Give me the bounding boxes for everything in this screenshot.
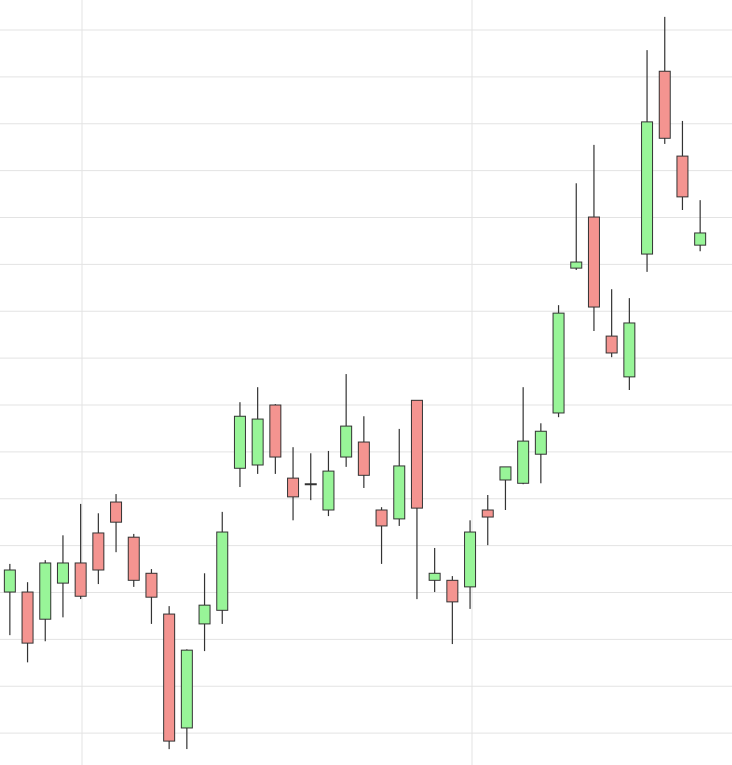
candle-body bbox=[287, 477, 300, 498]
candle-body bbox=[145, 572, 158, 598]
candle-body bbox=[340, 425, 353, 458]
candle-body bbox=[322, 470, 335, 511]
candle-body bbox=[21, 591, 34, 644]
candle-body bbox=[110, 501, 123, 523]
candle-body bbox=[658, 70, 671, 139]
candle-body bbox=[534, 430, 547, 455]
candle-body bbox=[92, 532, 105, 571]
candle-body bbox=[251, 418, 264, 466]
candle-body bbox=[393, 465, 406, 520]
candle-body bbox=[74, 562, 87, 597]
candle-body bbox=[481, 509, 494, 518]
candle-body bbox=[464, 531, 477, 588]
candle-body bbox=[304, 483, 317, 486]
candle-body bbox=[127, 536, 140, 581]
candle-body bbox=[56, 562, 69, 584]
candle-body bbox=[180, 649, 193, 729]
candle-body bbox=[375, 509, 388, 527]
candle-body bbox=[552, 312, 565, 414]
candle-body bbox=[216, 531, 229, 611]
candle-body bbox=[428, 572, 441, 581]
candle-body bbox=[517, 440, 530, 484]
candle-body bbox=[676, 155, 689, 198]
candle-body bbox=[587, 216, 600, 308]
candle-body bbox=[605, 335, 618, 354]
candle-body bbox=[3, 569, 16, 593]
candle-body bbox=[570, 261, 583, 269]
candle-body bbox=[623, 322, 636, 378]
candle-body bbox=[269, 404, 282, 458]
candle-body bbox=[446, 579, 459, 603]
candle-body bbox=[198, 604, 211, 625]
candle-body bbox=[410, 399, 423, 509]
candle-body bbox=[39, 562, 52, 620]
candle-body bbox=[694, 232, 707, 246]
candle-body bbox=[641, 121, 654, 255]
candle-body bbox=[499, 466, 512, 481]
candle-body bbox=[163, 613, 176, 742]
candle-body bbox=[233, 415, 246, 469]
candle-body bbox=[357, 441, 370, 476]
